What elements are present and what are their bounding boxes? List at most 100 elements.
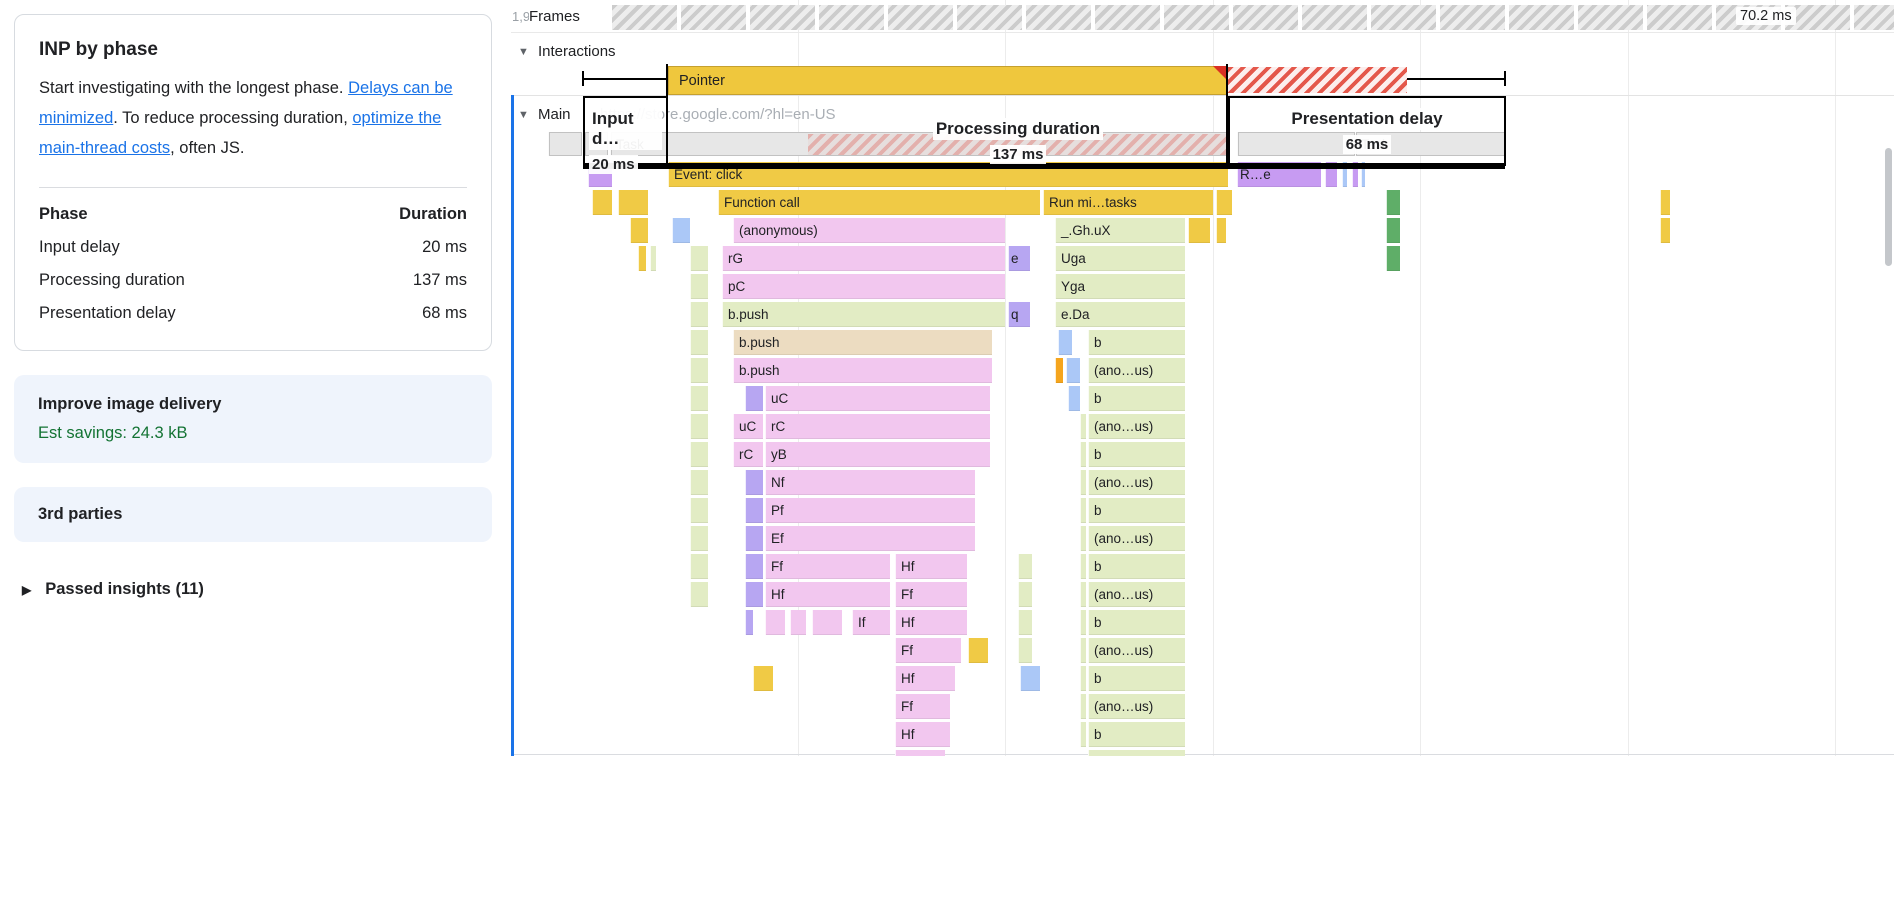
flame-bar[interactable] xyxy=(690,330,708,355)
flame-bar[interactable] xyxy=(1018,554,1032,579)
flame-bar[interactable] xyxy=(745,498,763,523)
flame-bar[interactable]: Hf xyxy=(895,554,967,579)
flame-bar[interactable]: (anonymous) xyxy=(733,218,1005,243)
flame-bar[interactable]: Nf xyxy=(765,470,975,495)
flame-bar[interactable] xyxy=(592,190,612,215)
flame-bar[interactable] xyxy=(690,386,708,411)
flame-bar[interactable]: rC xyxy=(733,442,763,467)
flame-bar[interactable]: b.push xyxy=(722,302,1005,327)
flame-bar[interactable]: pC xyxy=(722,274,1005,299)
flame-bar[interactable]: b xyxy=(1088,442,1185,467)
flame-bar[interactable]: R…e xyxy=(1237,162,1321,187)
flame-bar[interactable]: (ano…us) xyxy=(1088,414,1185,439)
main-track-label[interactable]: Main xyxy=(538,106,571,123)
flame-bar[interactable] xyxy=(1088,750,1185,756)
flame-bar[interactable] xyxy=(745,554,763,579)
flame-bar[interactable]: b xyxy=(1088,498,1185,523)
pointer-interaction-bar[interactable]: Pointer xyxy=(668,66,1228,95)
flame-bar[interactable] xyxy=(618,190,648,215)
flame-bar[interactable]: b xyxy=(1088,666,1185,691)
flame-bar[interactable] xyxy=(690,414,708,439)
flame-bar[interactable] xyxy=(584,132,608,156)
flame-bar[interactable]: Task xyxy=(610,132,1228,156)
flame-bar[interactable] xyxy=(1058,330,1072,355)
flame-bar[interactable]: (ano…us) xyxy=(1088,694,1185,719)
flame-bar[interactable] xyxy=(1237,132,1355,156)
flame-bar[interactable] xyxy=(1055,358,1063,383)
flame-bar[interactable] xyxy=(745,470,763,495)
flame-bar[interactable] xyxy=(1080,582,1086,607)
flame-bar[interactable] xyxy=(690,302,708,327)
flame-bar[interactable]: Ef xyxy=(765,526,975,551)
flame-bar[interactable]: rG xyxy=(722,246,1005,271)
flame-bar[interactable] xyxy=(690,358,708,383)
flame-bar[interactable]: Run mi…tasks xyxy=(1043,190,1213,215)
flame-bar[interactable]: Hf xyxy=(895,722,950,747)
flame-bar[interactable]: e xyxy=(1008,246,1030,271)
flame-bar[interactable] xyxy=(1080,638,1086,663)
flame-bar[interactable] xyxy=(1386,246,1400,271)
interactions-track-label[interactable]: Interactions xyxy=(538,43,616,60)
flame-bar[interactable]: (ano…us) xyxy=(1088,526,1185,551)
delays-minimized-link[interactable]: Delays can be minimized xyxy=(39,79,453,127)
flame-bar[interactable]: Function call xyxy=(718,190,1040,215)
flame-bar[interactable] xyxy=(1080,666,1086,691)
flame-bar[interactable] xyxy=(1660,218,1670,243)
flame-bar[interactable]: b xyxy=(1088,610,1185,635)
flame-bar[interactable]: Event: click xyxy=(668,162,1228,187)
flame-bar[interactable] xyxy=(1080,694,1086,719)
flame-bar[interactable]: Ff xyxy=(895,582,967,607)
flame-bar[interactable]: Hf xyxy=(895,666,955,691)
flame-bar[interactable] xyxy=(630,218,648,243)
flame-bar[interactable] xyxy=(690,498,708,523)
flame-bar[interactable] xyxy=(1018,610,1032,635)
optimize-main-thread-link[interactable]: optimize the main-thread costs xyxy=(39,109,442,157)
flame-bar[interactable] xyxy=(1068,386,1080,411)
flame-bar[interactable]: Yga xyxy=(1055,274,1185,299)
flame-bar[interactable] xyxy=(895,750,945,756)
flame-bar[interactable] xyxy=(790,610,806,635)
flame-bar[interactable]: Hf xyxy=(895,610,967,635)
flame-bar[interactable]: (ano…us) xyxy=(1088,358,1185,383)
flame-bar[interactable]: b.push xyxy=(733,358,992,383)
flame-bar[interactable] xyxy=(1188,218,1210,243)
improve-image-delivery-card[interactable]: Improve image delivery Est savings: 24.3… xyxy=(14,375,492,463)
flame-bar[interactable] xyxy=(650,246,656,271)
frames-filmstrip[interactable] xyxy=(612,5,1894,30)
flame-bar[interactable]: Ff xyxy=(765,554,890,579)
flame-bar[interactable]: rC xyxy=(765,414,990,439)
flame-bar[interactable] xyxy=(1386,190,1400,215)
flame-bar[interactable] xyxy=(1080,610,1086,635)
flame-bar[interactable] xyxy=(745,610,753,635)
third-parties-card[interactable]: 3rd parties xyxy=(14,487,492,542)
flame-bar[interactable]: _.Gh.uX xyxy=(1055,218,1185,243)
flame-bar[interactable]: Pf xyxy=(765,498,975,523)
flame-bar[interactable] xyxy=(1342,162,1347,187)
flame-bar[interactable] xyxy=(1386,218,1400,243)
flame-bar[interactable] xyxy=(1216,218,1226,243)
flame-bar[interactable]: Ff xyxy=(895,694,950,719)
flame-bar[interactable] xyxy=(745,386,763,411)
flame-bar[interactable] xyxy=(690,554,708,579)
flame-bar[interactable] xyxy=(690,470,708,495)
interactions-collapse-icon[interactable]: ▼ xyxy=(518,46,529,58)
flame-bar[interactable] xyxy=(765,610,785,635)
flame-bar[interactable] xyxy=(968,638,988,663)
flame-bar[interactable] xyxy=(1361,162,1365,187)
flame-bar[interactable]: (ano…us) xyxy=(1088,470,1185,495)
flame-bar[interactable]: b xyxy=(1088,386,1185,411)
flame-bar[interactable]: uC xyxy=(765,386,990,411)
flame-bar[interactable] xyxy=(690,274,708,299)
flame-bar[interactable] xyxy=(638,246,646,271)
flame-bar[interactable] xyxy=(690,442,708,467)
flame-bar[interactable]: b xyxy=(1088,330,1185,355)
flame-bar[interactable] xyxy=(1080,470,1086,495)
flame-bar[interactable] xyxy=(745,526,763,551)
flame-bar[interactable]: b xyxy=(1088,722,1185,747)
vertical-scrollbar[interactable] xyxy=(1885,148,1892,266)
flame-bar[interactable] xyxy=(690,246,708,271)
flame-bar[interactable]: b.push xyxy=(733,330,992,355)
flame-bar[interactable]: uC xyxy=(733,414,763,439)
flame-bar[interactable] xyxy=(1080,414,1086,439)
inp-by-phase-card[interactable]: INP by phase Start investigating with th… xyxy=(14,14,492,351)
